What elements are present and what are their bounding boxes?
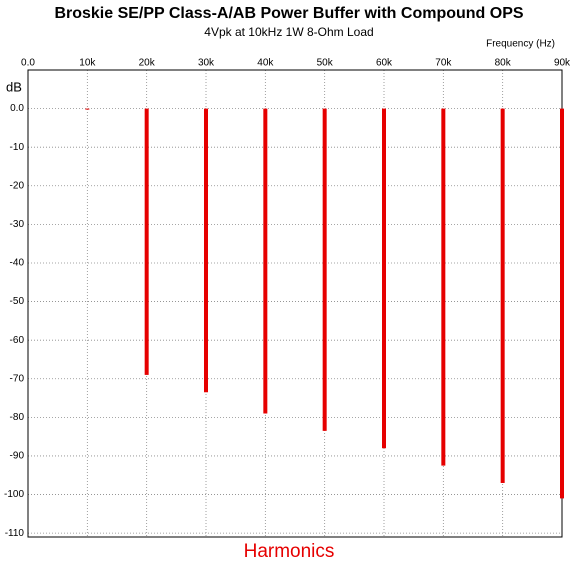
y-axis-label: dB [6,79,22,94]
plot-frame [27,69,563,538]
bar [322,108,327,431]
x-axis-label: Frequency (Hz) [486,39,555,50]
x-tick-label: 30k [198,58,215,69]
annotation: Harmonics [244,541,335,562]
x-tick-label: 80k [495,58,512,69]
x-tick-label: 0.0 [21,58,35,69]
chart-title: Broskie SE/PP Class-A/AB Power Buffer wi… [54,5,523,22]
x-tick-label: 60k [376,58,393,69]
y-tick-label: -60 [10,335,25,346]
x-tick-label: 40k [257,58,274,69]
y-tick-label: -70 [10,373,25,384]
x-tick-label: 90k [554,58,571,69]
chart-subtitle: 4Vpk at 10kHz 1W 8-Ohm Load [204,25,373,39]
y-tick-label: 0.0 [10,103,24,114]
bar [441,108,446,466]
x-tick-label: 10k [79,58,96,69]
bar [500,108,505,483]
x-tick-label: 70k [435,58,452,69]
y-tick-label: -10 [10,142,25,153]
y-tick-label: -80 [10,412,25,423]
y-tick-label: -90 [10,451,25,462]
bar [263,108,268,414]
bar [560,108,564,499]
x-tick-label: 50k [317,58,334,69]
y-tick-label: -40 [10,258,25,269]
y-tick-label: -50 [10,296,25,307]
y-tick-label: -110 [5,528,25,539]
y-tick-label: -20 [10,180,25,191]
x-tick-label: 20k [139,58,156,69]
bar [85,108,90,110]
bar [204,108,208,393]
bar [382,108,386,449]
y-tick-label: -30 [10,219,25,230]
y-tick-label: -100 [4,489,24,500]
bar [144,108,149,375]
